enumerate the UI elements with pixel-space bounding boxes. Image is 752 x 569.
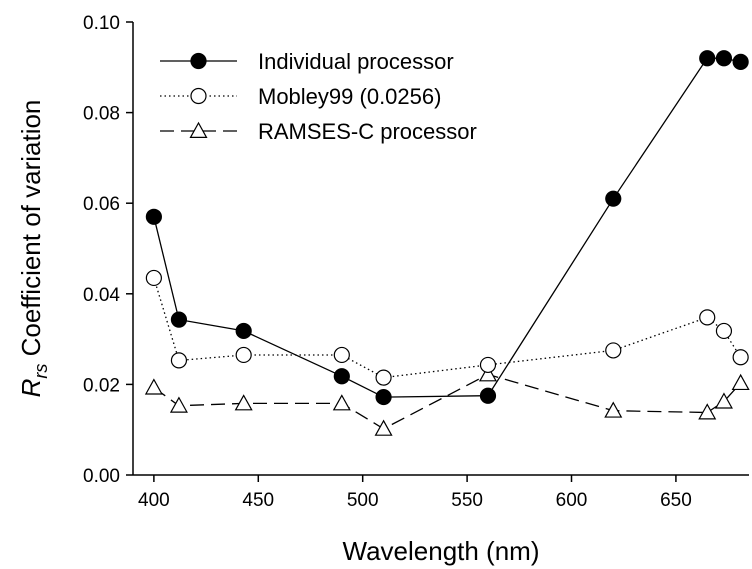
- data-point: [731, 373, 750, 391]
- data-point: [145, 269, 162, 287]
- data-point: [333, 368, 350, 385]
- legend-item: Individual processor: [160, 49, 454, 74]
- y-tick-label: 0.00: [83, 466, 120, 487]
- data-point: [375, 388, 392, 406]
- x-tick-label: 600: [556, 490, 588, 511]
- x-tick-label: 400: [138, 490, 170, 511]
- axes: 400 450 500 550 600 650 0.00 0.02 0.04 0.06 0.08 0.…: [83, 13, 749, 511]
- data-point: [479, 387, 497, 404]
- data-point: [699, 50, 716, 67]
- data-point: [715, 322, 733, 340]
- data-point: [170, 311, 188, 328]
- data-point: [144, 378, 163, 395]
- data-point: [333, 346, 350, 364]
- data-point: [235, 346, 252, 364]
- data-point: [604, 401, 623, 418]
- y-tick-label: 0.04: [83, 285, 120, 306]
- data-point: [170, 352, 188, 369]
- legend-marker: [190, 52, 207, 70]
- x-tick-label: 650: [660, 490, 692, 511]
- legend-label: Mobley99 (0.0256): [258, 84, 441, 109]
- series-2: [145, 269, 749, 386]
- legend: Individual processor Mobley99 (0.0256) RAM…: [160, 49, 477, 144]
- series-layer: [144, 50, 750, 436]
- legend-item: Mobley99 (0.0256): [160, 84, 441, 109]
- data-point: [605, 342, 622, 359]
- series-line: [153, 373, 742, 430]
- legend-marker: [189, 121, 208, 138]
- y-tick-label: 0.08: [83, 104, 120, 125]
- data-point: [332, 394, 351, 411]
- x-tick-label: 500: [347, 490, 379, 511]
- data-point: [699, 309, 716, 326]
- x-axis-title: Wavelength (nm): [343, 536, 540, 566]
- data-point: [374, 419, 393, 436]
- y-axis-title-text: Coefficient of variation: [16, 100, 46, 364]
- legend-label: Individual processor: [258, 49, 454, 74]
- data-point: [145, 208, 162, 225]
- data-point: [375, 369, 392, 386]
- legend-marker: [190, 87, 207, 105]
- y-axis-title-subscript: rs: [31, 364, 51, 379]
- data-point: [169, 396, 188, 413]
- data-point: [715, 50, 733, 67]
- legend-label: RAMSES-C processor: [258, 119, 477, 144]
- data-point: [605, 190, 622, 207]
- y-axis-title-symbol: R: [16, 379, 46, 398]
- data-point: [235, 322, 252, 340]
- y-tick-label: 0.06: [83, 194, 120, 215]
- y-tick-label: 0.10: [83, 13, 120, 34]
- data-point: [479, 356, 497, 374]
- y-tick-label: 0.02: [83, 375, 120, 396]
- series-1: [145, 50, 749, 406]
- data-point: [698, 403, 717, 420]
- y-axis-title: Rrs Coefficient of variation: [16, 100, 51, 398]
- data-point: [234, 394, 253, 411]
- legend-item: RAMSES-C processor: [160, 119, 477, 144]
- series-3: [144, 365, 750, 436]
- x-tick-label: 450: [242, 490, 274, 511]
- data-point: [478, 365, 498, 382]
- data-point: [732, 53, 749, 70]
- data-point: [732, 349, 749, 366]
- x-tick-label: 550: [451, 490, 483, 511]
- series-line: [153, 57, 741, 398]
- data-point: [714, 392, 733, 409]
